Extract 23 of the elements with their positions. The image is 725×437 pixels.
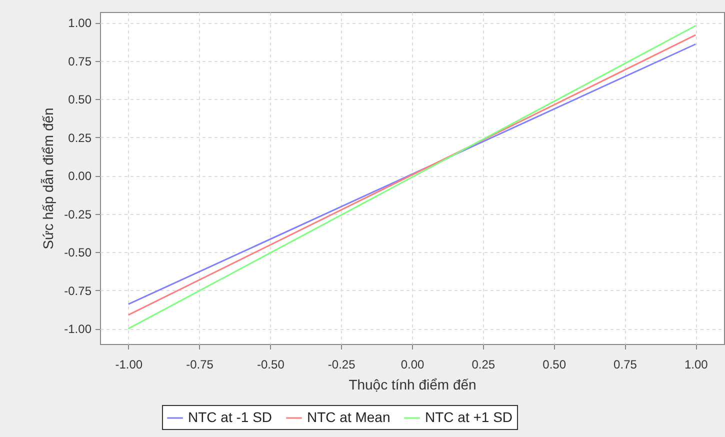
y-axis-title: Sức hấp dẫn điểm đến [40,108,56,250]
x-tick-label: -0.25 [328,358,356,372]
y-tick-label: 0.00 [68,169,92,184]
y-tick-label: 0.75 [68,54,92,68]
x-tick-label: -1.00 [115,358,143,372]
y-tick-label: 0.25 [68,130,92,145]
x-tick-label: 0.50 [542,358,566,372]
x-tick-label: 0.00 [400,358,424,372]
x-tick-label: 0.25 [472,358,496,372]
x-axis-title: Thuộc tính điểm đến [348,376,476,392]
y-tick-label: 0.50 [68,92,92,107]
x-tick-label: -0.50 [257,358,285,372]
y-tick-label: -1.00 [64,322,92,336]
x-tick-label: 0.75 [614,358,638,372]
y-tick-label: -0.75 [64,284,92,298]
legend-label: NTC at -1 SD [188,409,272,425]
x-tick-label: -0.75 [186,358,214,372]
legend-label: NTC at Mean [307,409,390,425]
y-tick-label: 1.00 [68,16,92,30]
x-tick-label: 1.00 [684,358,708,372]
legend-label: NTC at +1 SD [425,409,513,425]
y-tick-label: -0.25 [64,207,92,222]
y-tick-label: -0.50 [64,246,92,260]
